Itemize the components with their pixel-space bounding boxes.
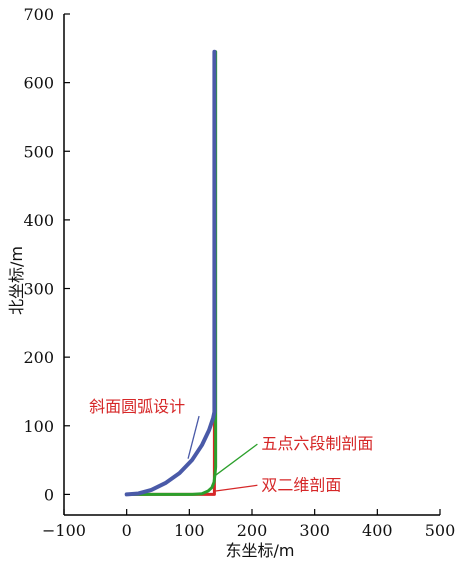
x-tick-label: 300	[299, 521, 330, 540]
annotation-label: 双二维剖面	[261, 475, 341, 494]
y-tick-label: 600	[23, 74, 54, 93]
series-line	[124, 49, 217, 497]
x-tick-label: 0	[122, 521, 132, 540]
annotation-leader	[215, 484, 258, 492]
y-tick-label: 700	[23, 5, 54, 24]
x-tick-label: 400	[362, 521, 393, 540]
annotation-leader	[215, 443, 258, 476]
x-tick-label: 100	[174, 521, 205, 540]
y-tick-label: 100	[23, 417, 54, 436]
y-axis-title: 北坐标/m	[7, 246, 26, 315]
annotation-label: 斜面圆弧设计	[89, 397, 185, 416]
y-tick-label: 200	[23, 348, 54, 367]
axes	[63, 14, 440, 516]
y-tick-label: 0	[44, 485, 54, 504]
x-tick-label: 500	[425, 521, 455, 540]
x-tick-label: 200	[237, 521, 268, 540]
x-axis-title: 东坐标/m	[226, 541, 295, 560]
x-tick-label: −100	[42, 521, 86, 540]
y-tick-label: 300	[23, 280, 54, 299]
annotation-label: 五点六段制剖面	[261, 434, 373, 453]
series-line	[125, 50, 218, 496]
y-tick-label: 500	[23, 142, 54, 161]
annotation-leader	[187, 415, 200, 459]
ticks: −100 0 100 200 300 400 500 0 100 200 300 400 500 600 7…	[23, 5, 455, 540]
series-layer	[124, 49, 218, 497]
series-line	[125, 50, 216, 496]
y-tick-label: 400	[23, 211, 54, 230]
